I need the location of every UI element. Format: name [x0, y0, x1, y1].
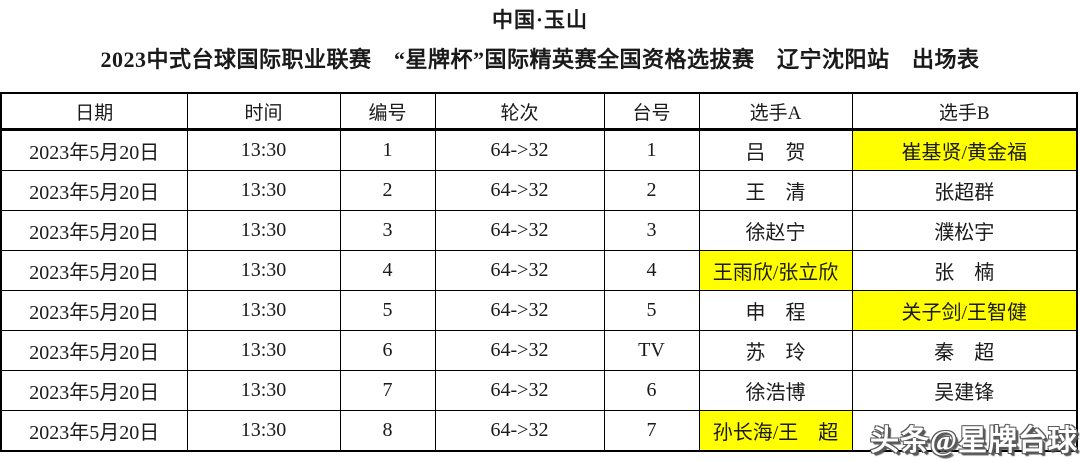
- column-header-time: 时间: [186, 92, 341, 131]
- cell-table_no: 6: [603, 370, 700, 411]
- cell-date: 2023年5月20日: [0, 170, 188, 211]
- cell-number: 3: [339, 210, 436, 251]
- cell-date: 2023年5月20日: [0, 210, 188, 251]
- cell-player_a: 王 清: [698, 170, 853, 211]
- page-subtitle: 2023中式台球国际职业联赛 “星牌杯”国际精英赛全国资格选拔赛 辽宁沈阳站 出…: [100, 47, 980, 72]
- schedule-table: 日期 时间 编号 轮次 台号 选手A 选手B 2023年5月20日 13:30 1 64->32 1…: [0, 92, 1078, 452]
- cell-date: 2023年5月20日: [0, 290, 188, 331]
- cell-table_no: 5: [603, 290, 700, 331]
- cell-round: 64->32: [434, 250, 605, 291]
- cell-number: 7: [339, 370, 436, 411]
- cell-date: 2023年5月20日: [0, 370, 188, 411]
- cell-player_b-highlighted: 关子剑/王智健: [851, 290, 1078, 331]
- cell-player_a: 申 程: [698, 290, 853, 331]
- cell-player_a: 苏 玲: [698, 330, 853, 371]
- cell-player_b: 张超群: [851, 170, 1078, 211]
- cell-time: 13:30: [186, 290, 341, 331]
- column-header-table_no: 台号: [603, 92, 700, 131]
- cell-player_a: 徐浩博: [698, 370, 853, 411]
- cell-player_b: 张 楠: [851, 250, 1078, 291]
- cell-table_no: 4: [603, 250, 700, 291]
- table-header-row: 日期 时间 编号 轮次 台号 选手A 选手B: [0, 92, 1078, 131]
- column-header-player_b: 选手B: [851, 92, 1078, 131]
- column-header-number: 编号: [339, 92, 436, 131]
- cell-date: 2023年5月20日: [0, 330, 188, 371]
- cell-number: 8: [339, 410, 436, 452]
- cell-time: 13:30: [186, 330, 341, 371]
- cell-table_no: 1: [603, 129, 700, 171]
- cell-time: 13:30: [186, 129, 341, 171]
- cell-number: 1: [339, 129, 436, 171]
- table-row: 2023年5月20日 13:30 5 64->32 5 申 程关子剑/王智健: [0, 290, 1078, 331]
- cell-time: 13:30: [186, 410, 341, 452]
- cell-player_b: [851, 410, 1078, 452]
- cell-round: 64->32: [434, 129, 605, 171]
- cell-player_a: 徐赵宁: [698, 210, 853, 251]
- cell-time: 13:30: [186, 370, 341, 411]
- cell-player_a-highlighted: 孙长海/王 超: [698, 410, 853, 452]
- cell-table_no: 2: [603, 170, 700, 211]
- table-row: 2023年5月20日 13:30 7 64->32 6 徐浩博 吴建锋: [0, 370, 1078, 411]
- cell-table_no: TV: [603, 330, 700, 371]
- cell-round: 64->32: [434, 410, 605, 452]
- column-header-date: 日期: [0, 92, 188, 131]
- cell-date: 2023年5月20日: [0, 129, 188, 171]
- table-row: 2023年5月20日 13:30 8 64->32 7 孙长海/王 超: [0, 410, 1078, 452]
- column-header-round: 轮次: [434, 92, 605, 131]
- cell-time: 13:30: [186, 170, 341, 211]
- cell-player_b: 秦 超: [851, 330, 1078, 371]
- cell-time: 13:30: [186, 210, 341, 251]
- page-title: 中国·玉山: [491, 8, 588, 32]
- cell-player_b-highlighted: 崔基贤/黄金福: [851, 129, 1078, 171]
- cell-number: 4: [339, 250, 436, 291]
- cell-player_a: 吕 贺: [698, 129, 853, 171]
- table-row: 2023年5月20日 13:30 3 64->32 3 徐赵宁 濮松宇: [0, 210, 1078, 251]
- watermark: 头条@星牌台球: [870, 425, 1078, 457]
- cell-time: 13:30: [186, 250, 341, 291]
- cell-date: 2023年5月20日: [0, 250, 188, 291]
- table-row: 2023年5月20日 13:30 4 64->32 4 王雨欣/张立欣张 楠: [0, 250, 1078, 291]
- table-row: 2023年5月20日 13:30 6 64->32 TV 苏 玲秦 超: [0, 330, 1078, 371]
- cell-number: 6: [339, 330, 436, 371]
- cell-player_a-highlighted: 王雨欣/张立欣: [698, 250, 853, 291]
- cell-round: 64->32: [434, 170, 605, 211]
- column-header-player_a: 选手A: [698, 92, 853, 131]
- cell-round: 64->32: [434, 330, 605, 371]
- cell-round: 64->32: [434, 290, 605, 331]
- cell-table_no: 7: [603, 410, 700, 452]
- table-row: 2023年5月20日 13:30 1 64->32 1 吕 贺崔基贤/黄金福: [0, 129, 1078, 171]
- cell-round: 64->32: [434, 210, 605, 251]
- table-row: 2023年5月20日 13:30 2 64->32 2 王 清张超群: [0, 170, 1078, 211]
- cell-date: 2023年5月20日: [0, 410, 188, 452]
- cell-round: 64->32: [434, 370, 605, 411]
- cell-number: 2: [339, 170, 436, 211]
- cell-table_no: 3: [603, 210, 700, 251]
- cell-player_b: 吴建锋: [851, 370, 1078, 411]
- cell-number: 5: [339, 290, 436, 331]
- cell-player_b: 濮松宇: [851, 210, 1078, 251]
